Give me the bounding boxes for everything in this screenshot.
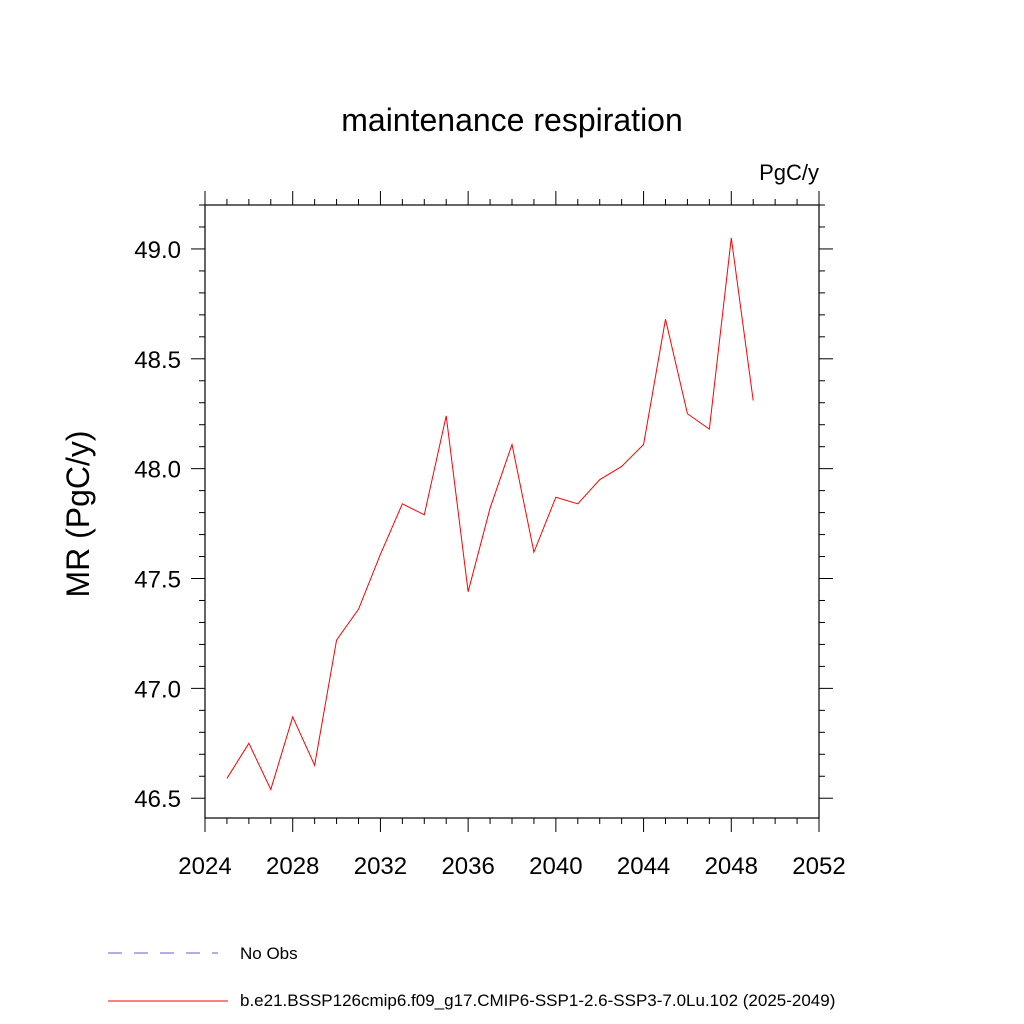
y-tick-label: 49.0 <box>134 237 181 264</box>
x-tick-label: 2028 <box>266 853 319 880</box>
y-tick-label: 48.5 <box>134 347 181 374</box>
chart-title: maintenance respiration <box>341 102 683 138</box>
legend: No Obs b.e21.BSSP126cmip6.f09_g17.CMIP6-… <box>108 944 835 1010</box>
y-tick-label: 47.0 <box>134 676 181 703</box>
x-tick-label: 2036 <box>441 853 494 880</box>
y-tick-label: 48.0 <box>134 457 181 484</box>
y-tick-labels: 46.5 47.0 47.5 48.0 48.5 49.0 <box>134 237 181 813</box>
y-axis-label: MR (PgC/y) <box>60 430 96 597</box>
series-line <box>226 237 754 791</box>
x-tick-label: 2048 <box>705 853 758 880</box>
x-tick-label: 2044 <box>617 853 670 880</box>
x-tick-label: 2040 <box>529 853 582 880</box>
series-layer <box>226 237 754 791</box>
x-tick-label: 2024 <box>178 853 231 880</box>
x-tick-label: 2032 <box>354 853 407 880</box>
legend-label-no-obs: No Obs <box>240 944 298 963</box>
y-tick-label: 47.5 <box>134 567 181 594</box>
legend-label-model: b.e21.BSSP126cmip6.f09_g17.CMIP6-SSP1-2.… <box>240 991 835 1010</box>
units-label: PgC/y <box>759 160 819 185</box>
x-tick-labels: 2024 2028 2032 2036 2040 2044 2048 2052 <box>178 853 845 880</box>
y-tick-label: 46.5 <box>134 786 181 813</box>
x-tick-label: 2052 <box>792 853 845 880</box>
axis-ticks <box>191 191 833 832</box>
